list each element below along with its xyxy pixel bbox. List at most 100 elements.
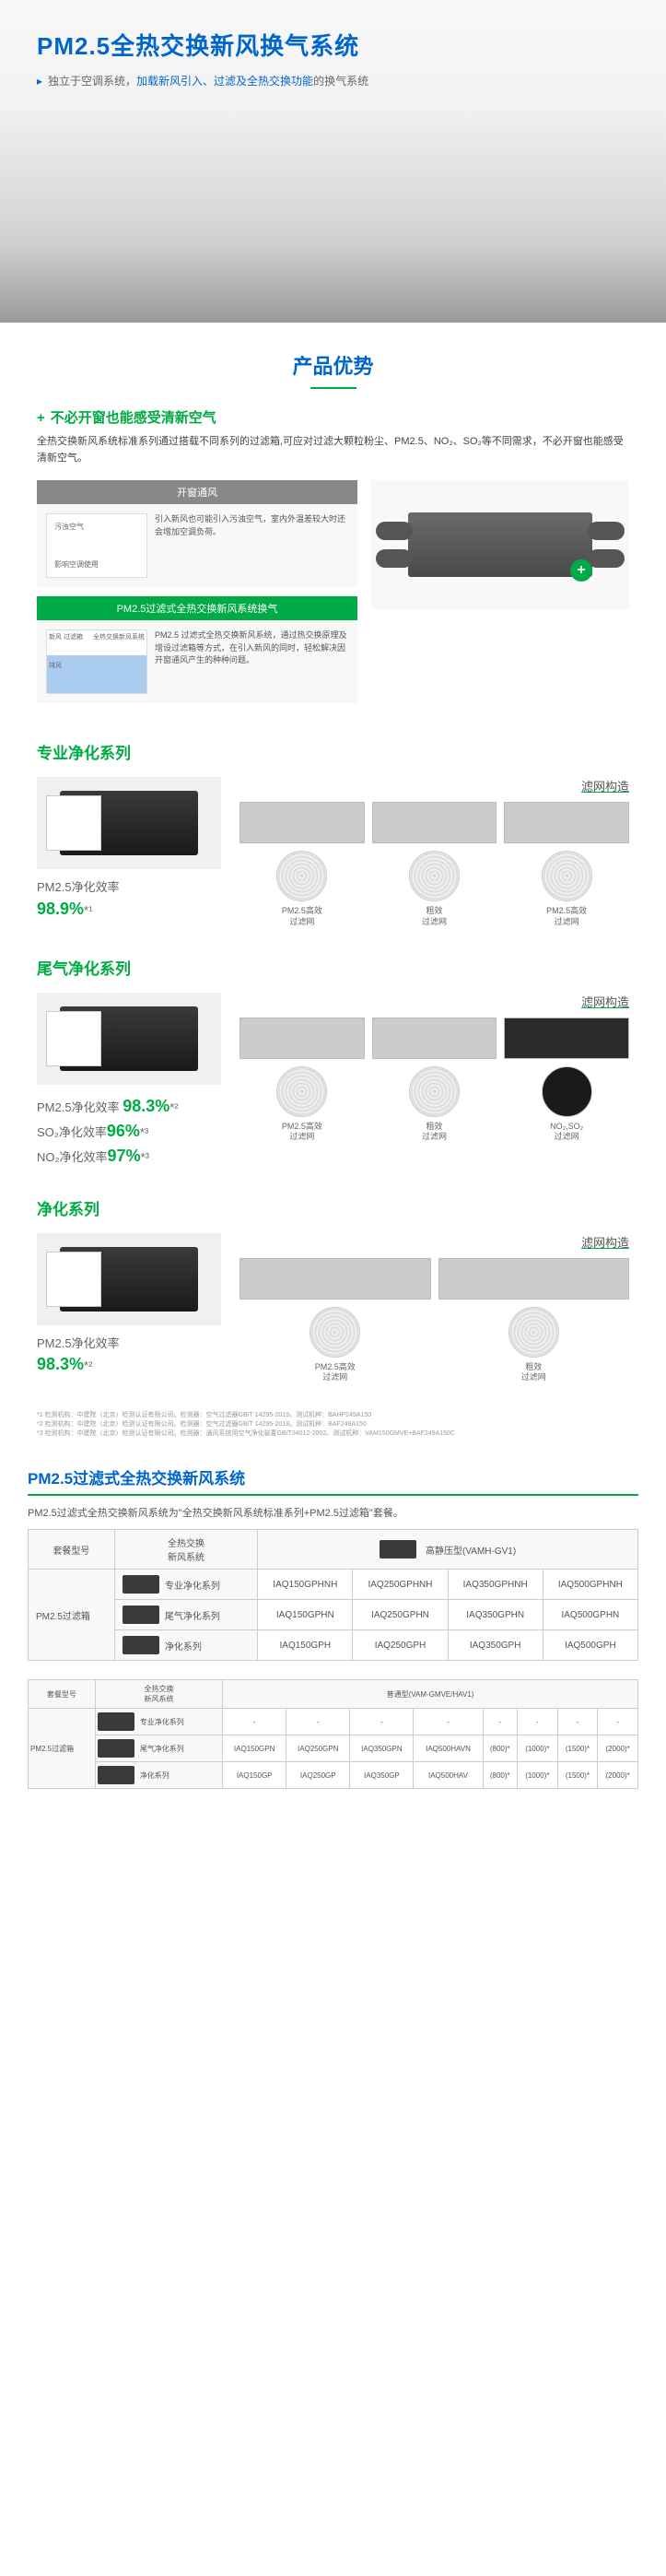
product-thumb-icon [98, 1766, 134, 1784]
row-series-name: 专业净化系列 [95, 1709, 222, 1735]
efficiency-text: PM2.5净化效率98.9%*¹ [37, 878, 221, 922]
table-cell: IAQ150GPH [258, 1630, 353, 1661]
filter-cell [240, 1258, 431, 1300]
filter-circle-label: 粗效 过滤网 [438, 1362, 630, 1383]
comparison-right: + [371, 480, 629, 712]
table-cell: (1000)* [517, 1762, 557, 1789]
table-cell: IAQ350GPHNH [448, 1570, 543, 1600]
filter-circle-item: PM2.5高效 过滤网 [240, 1307, 431, 1383]
filter-circles: PM2.5高效 过滤网粗效 过滤网NO₂,SO₂ 过滤网 [240, 1066, 629, 1143]
series-section-0: 专业净化系列 PM2.5净化效率98.9%*¹ 滤网构造 PM2.5高效 过滤网粗效 … [0, 740, 666, 927]
hero-subtitle-text: 独立于空调系统，加载新风引入、过滤及全热交换功能的换气系统 [48, 73, 368, 88]
filter-circle-icon [409, 1066, 460, 1117]
filter-cell [372, 802, 497, 843]
table-cell: IAQ350GPHN [448, 1600, 543, 1630]
advantage-section: 不必开窗也能感受清新空气 全热交换新风系统标准系列通过搭载不同系列的过滤箱,可应… [0, 407, 666, 712]
table-description: PM2.5过滤式全热交换新风系统为"全热交换新风系统标准系列+PM2.5过滤箱"… [28, 1505, 638, 1520]
filter-structure-title: 滤网构造 [240, 1233, 629, 1251]
hvac-unit-image: + [371, 480, 629, 609]
series-title: 专业净化系列 [37, 740, 629, 763]
filter-circle-item: PM2.5高效 过滤网 [504, 851, 629, 927]
filter-circle-icon [276, 851, 327, 901]
filter-circle-item: 粗效 过滤网 [372, 1066, 497, 1143]
comp2-text: PM2.5 过滤式全热交换新风系统，通过热交换原理及增设过滤箱等方式，在引入新风… [155, 629, 348, 667]
plus-badge-icon: + [570, 559, 592, 582]
table-cell: - [598, 1709, 638, 1735]
table-cell: IAQ150GPN [223, 1735, 286, 1762]
table-cell: - [483, 1709, 517, 1735]
th-type: 高静压型(VAMH-GV1) [258, 1530, 638, 1570]
comparison-row: 开窗通风 污浊空气 影响空调使用 引入新风也可能引入污浊空气，室内外温差较大时还… [37, 480, 629, 712]
table-row: 尾气净化系列IAQ150GPHNIAQ250GPHNIAQ350GPHNIAQ5… [29, 1600, 638, 1630]
product-thumb-icon [98, 1712, 134, 1731]
filter-circle-icon [276, 1066, 327, 1117]
filter-circle-label: 粗效 过滤网 [372, 906, 497, 927]
hero-subtitle: ▸ 独立于空调系统，加载新风引入、过滤及全热交换功能的换气系统 [37, 73, 629, 88]
table-cell: IAQ350GP [350, 1762, 414, 1789]
table-cell: - [557, 1709, 598, 1735]
table-cell: (1500)* [557, 1735, 598, 1762]
filter-circles: PM2.5高效 过滤网粗效 过滤网 [240, 1307, 629, 1383]
table-cell: - [286, 1709, 350, 1735]
filter-row [240, 1258, 629, 1300]
row-series-name: 尾气净化系列 [114, 1600, 257, 1630]
row-series-name: 净化系列 [114, 1630, 257, 1661]
comp2-box: 新风 过滤箱 全热交换新风系统 排风 PM2.5 过滤式全热交换新风系统，通过热… [37, 620, 357, 703]
filter-product-image [37, 777, 221, 869]
table-cell: IAQ350GPN [350, 1735, 414, 1762]
efficiency-text: PM2.5净化效率 98.3%*²SO₂净化效率96%*³NO₂净化效率97%*… [37, 1094, 221, 1169]
th-system: 全热交换 新风系统 [114, 1530, 257, 1570]
filter-cell [504, 802, 629, 843]
table-cell: - [414, 1709, 483, 1735]
filter-circle-icon [409, 851, 460, 901]
product-thumb-icon [380, 1540, 416, 1559]
filter-circle-label: 粗效 过滤网 [372, 1122, 497, 1143]
table-cell: IAQ150GP [223, 1762, 286, 1789]
series-section-2: 净化系列 PM2.5净化效率98.3%*² 滤网构造 PM2.5高效 过滤网粗效 过滤… [0, 1196, 666, 1383]
table-cell: (1000)* [517, 1735, 557, 1762]
table-cell: IAQ250GPHNH [353, 1570, 448, 1600]
product-thumb-icon [123, 1636, 159, 1654]
table-cell: IAQ250GPHN [353, 1600, 448, 1630]
row-series-name: 专业净化系列 [114, 1570, 257, 1600]
filter-row [240, 802, 629, 843]
filter-cell [240, 1017, 365, 1059]
filter-circle-item: 粗效 过滤网 [438, 1307, 630, 1383]
filter-cell [504, 1017, 629, 1059]
advantage-heading: 不必开窗也能感受清新空气 [37, 407, 629, 427]
product-thumb-icon [98, 1739, 134, 1758]
th-type-2: 普通型(VAM-GMVE/HAV1) [223, 1680, 638, 1709]
hero-section: PM2.5全热交换新风换气系统 ▸ 独立于空调系统，加载新风引入、过滤及全热交换… [0, 0, 666, 323]
filter-circle-label: PM2.5高效 过滤网 [240, 1362, 431, 1383]
comparison-left: 开窗通风 污浊空气 影响空调使用 引入新风也可能引入污浊空气，室内外温差较大时还… [37, 480, 357, 712]
filter-circle-label: PM2.5高效 过滤网 [504, 906, 629, 927]
table-cell: IAQ250GP [286, 1762, 350, 1789]
series-title: 净化系列 [37, 1196, 629, 1219]
table-cell: IAQ250GPN [286, 1735, 350, 1762]
filter-circle-icon [542, 1066, 592, 1117]
th-model: 套餐型号 [29, 1530, 115, 1570]
filter-structure-title: 滤网构造 [240, 777, 629, 794]
spec-table-1: 套餐型号 全热交换 新风系统 高静压型(VAMH-GV1) PM2.5过滤箱专业… [28, 1529, 638, 1661]
th-system-2: 全热交换 新风系统 [95, 1680, 222, 1709]
filter-cell [240, 802, 365, 843]
table-cell: (2000)* [598, 1735, 638, 1762]
efficiency-text: PM2.5净化效率98.3%*² [37, 1335, 221, 1378]
filter-circle-item: 粗效 过滤网 [372, 851, 497, 927]
filter-product-image [37, 1233, 221, 1325]
series-title: 尾气净化系列 [37, 956, 629, 979]
th-model-2: 套餐型号 [29, 1680, 96, 1709]
table-row: 净化系列IAQ150GPHIAQ250GPHIAQ350GPHIAQ500GPH [29, 1630, 638, 1661]
filter-circle-item: NO₂,SO₂ 过滤网 [504, 1066, 629, 1143]
table-cell: (1500)* [557, 1762, 598, 1789]
spec-table-2: 套餐型号 全热交换 新风系统 普通型(VAM-GMVE/HAV1) PM2.5过… [28, 1679, 638, 1789]
filter-structure-title: 滤网构造 [240, 993, 629, 1010]
table-cell: IAQ250GPH [353, 1630, 448, 1661]
table-cell: IAQ500GPHN [543, 1600, 637, 1630]
footnote: *1 检测机构：中建院（北京）检测认证有限公司。检测器：空气过滤器GB/T 14… [0, 1411, 666, 1438]
table-cell: - [517, 1709, 557, 1735]
table-section: PM2.5过滤式全热交换新风系统 PM2.5过滤式全热交换新风系统为"全热交换新… [0, 1465, 666, 1789]
table-cell: IAQ500HAV [414, 1762, 483, 1789]
table-cell: IAQ500GPHNH [543, 1570, 637, 1600]
row-series-name: 尾气净化系列 [95, 1735, 222, 1762]
